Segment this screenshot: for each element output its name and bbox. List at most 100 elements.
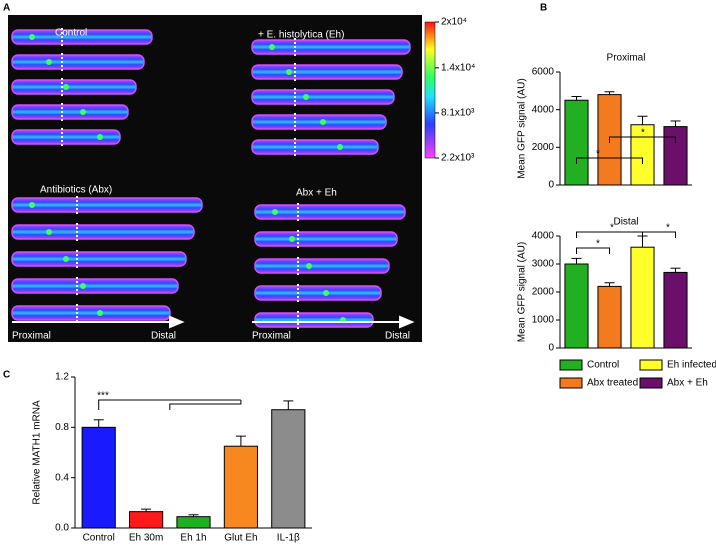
tissue-strip [251,114,387,130]
y-tick-label: 2000 [532,287,555,298]
bar [176,516,211,529]
tissue-spot [337,144,343,150]
tissue-strip [11,305,171,321]
legend-label: Control [587,360,619,371]
tissue-strip [251,139,379,155]
significance: * [610,223,614,234]
y-tick-label: 3000 [532,259,555,270]
significance: * [596,149,600,160]
x-tick-label: Control [83,533,115,544]
bracket [642,231,676,238]
group-label: + E. histolytica (Eh) [258,30,344,41]
tissue-spot [306,263,312,269]
y-tick-label: 1000 [532,315,555,326]
tissue-spot [286,69,292,75]
tissue-strip [11,54,145,70]
significance: * [666,223,670,234]
legend-label: Abx treated [587,378,638,389]
x-tick-label: Glut Eh [224,533,257,544]
bar [129,511,164,529]
tissue-strip [254,285,382,301]
y-tick-label: 1.2 [55,372,69,383]
tissue-strip [254,258,390,274]
legend-swatch [639,377,663,389]
tissue-strip [11,251,187,267]
tissue-spot [46,229,52,235]
tissue-strip [11,129,121,145]
tissue-strip [254,204,406,220]
bar [663,126,688,186]
colorbar-tick-label: 2x10⁴ [441,17,467,28]
axis-arrows [12,315,415,329]
bracket [576,247,610,254]
legend-swatch [559,359,583,371]
tissue-spot [80,283,86,289]
tissue-spot [272,209,278,215]
arrow-label: Proximal [252,331,291,342]
y-tick-label: 4000 [532,104,555,115]
y-tick-label: 0.4 [55,472,69,483]
tissue-spot [97,310,103,316]
tissue-spot [320,119,326,125]
tissue-strip [11,197,203,213]
tissue-strip [251,64,403,80]
panel-label: C [3,370,10,381]
tissue-strip [11,224,195,240]
significance: * [641,128,645,139]
colorbar-tick-label: 1.4x10⁴ [441,62,475,73]
colorbar [424,21,436,159]
tissue-spot [323,290,329,296]
tissue-strip [251,39,411,55]
group-label: Antibiotics (Abx) [40,185,112,196]
tissue-spot [63,256,69,262]
legend-swatch [639,359,663,371]
bracket [609,136,676,143]
tissue-strip [11,278,179,294]
tissue-spot [303,94,309,100]
bar [597,285,622,349]
y-tick-label: 0.8 [55,422,69,433]
panel-label: B [540,3,547,14]
significance: * [596,239,600,250]
legend-label: Eh infected [667,360,716,371]
y-tick-label: 2000 [532,142,555,153]
chart-title: Proximal [607,53,646,64]
tissue-strip [251,89,395,105]
chart-title: Distal [613,217,638,228]
group-label: Abx + Eh [296,188,337,199]
colorbar-tick-label: 8.1x10³ [441,108,475,119]
colorbar-tick-label: 2.2x10³ [441,153,475,164]
bracket [576,157,643,164]
y-axis-label: Mean GFP signal (AU) [517,78,528,178]
tissue-strip [254,312,374,328]
significance: *** [97,391,109,402]
arrow-label: Distal [385,331,410,342]
x-tick-label: Eh 1h [180,533,206,544]
tissue-spot [46,59,52,65]
bar [271,409,306,529]
y-tick-label: 6000 [532,67,555,78]
legend-label: Abx + Eh [667,378,708,389]
y-tick-label: 0.0 [55,523,69,534]
bar [630,246,655,349]
y-tick-label: 4000 [532,231,555,242]
bar [223,445,258,529]
tissue-strip [11,79,137,95]
tissue-spot [29,202,35,208]
panel-label: A [3,3,10,14]
bracket [98,399,242,410]
tissue-spot [29,34,35,40]
tissue-strip [11,29,153,45]
tissue-spot [80,109,86,115]
bar [81,426,116,529]
tissue-strips [11,28,411,329]
y-axis-label: Mean GFP signal (AU) [517,242,528,342]
x-tick-label: Eh 30m [129,533,163,544]
x-tick-label: IL-1β [277,533,300,544]
tissue-strip [254,231,398,247]
legend-swatch [559,377,583,389]
arrow-label: Proximal [12,331,51,342]
bar [663,271,688,349]
bar [564,99,589,186]
